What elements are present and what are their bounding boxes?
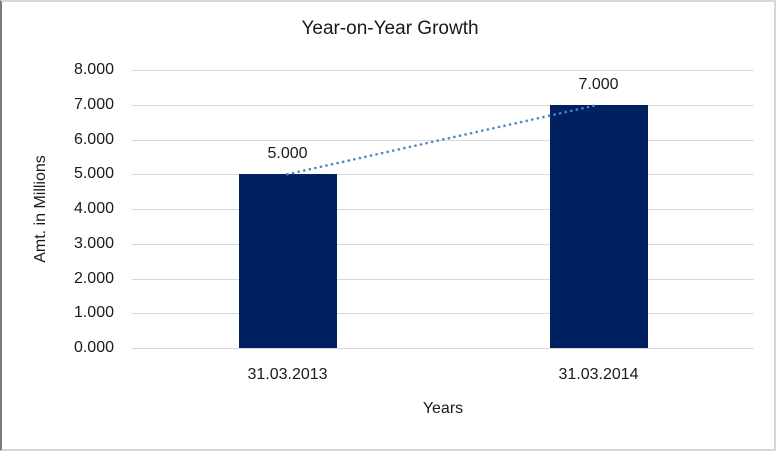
gridline (132, 174, 754, 176)
y-tick-label: 6.000 (73, 130, 114, 148)
gridline (132, 139, 754, 141)
x-tick-label: 31.03.2014 (558, 366, 639, 383)
bar-31.03.2014 (549, 104, 648, 348)
gridline (132, 348, 754, 349)
y-tick-label: 0.000 (73, 339, 114, 356)
y-tick-label: 2.000 (73, 269, 114, 287)
chart-title: Year-on-Year Growth (301, 18, 479, 39)
x-tick-label: 31.03.2013 (247, 366, 328, 383)
gridline (132, 104, 754, 106)
y-tick-label: 8.000 (73, 61, 114, 78)
gridline (132, 243, 754, 245)
y-tick-label: 1.000 (73, 304, 114, 322)
bar-data-label: 7.000 (578, 75, 619, 93)
x-axis-title: Years (422, 400, 464, 417)
gridline (132, 70, 754, 71)
bar-31.03.2013 (238, 174, 337, 348)
y-tick-label: 4.000 (73, 200, 114, 217)
gridline (132, 209, 754, 210)
y-tick-label: 5.000 (73, 165, 114, 183)
gridline (132, 278, 754, 280)
y-tick-label: 3.000 (73, 234, 114, 252)
plot-area: 5.000 7.000 (132, 70, 754, 349)
bar-data-label: 5.000 (267, 145, 308, 163)
gridline (132, 313, 754, 315)
y-tick-label: 7.000 (73, 95, 114, 113)
